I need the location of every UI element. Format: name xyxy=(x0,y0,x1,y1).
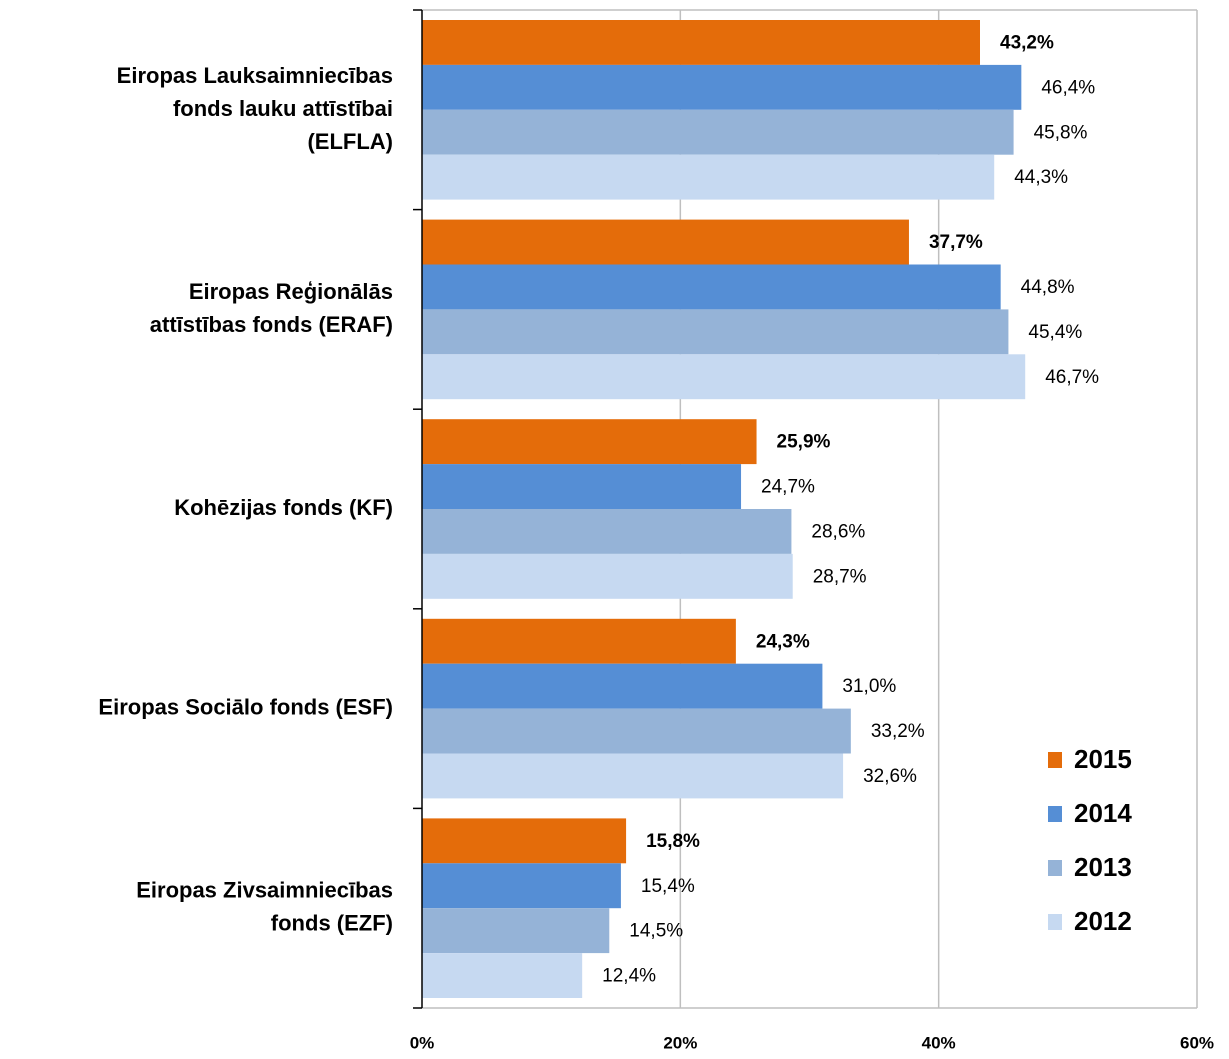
legend-label: 2013 xyxy=(1074,852,1132,882)
legend-swatch xyxy=(1048,806,1062,822)
bar xyxy=(422,818,627,864)
legend-swatch xyxy=(1048,860,1062,876)
value-label: 46,4% xyxy=(1041,77,1095,98)
value-label: 31,0% xyxy=(842,676,896,697)
value-label: 44,3% xyxy=(1014,167,1068,188)
value-label: 46,7% xyxy=(1045,367,1099,388)
value-label: 33,2% xyxy=(871,721,925,742)
y-tick-label: Eiropas Zivsaimniecības fonds (EZF) xyxy=(136,878,393,936)
y-tick-label: Eiropas Sociālo fonds (ESF) xyxy=(98,694,393,719)
bar xyxy=(422,618,736,664)
bar xyxy=(422,509,792,554)
legend-label: 2014 xyxy=(1074,798,1132,828)
bar xyxy=(422,264,1001,310)
y-tick-label: Eiropas Lauksaimniecības fonds lauku attī… xyxy=(117,63,393,154)
x-tick-label: 20% xyxy=(663,1033,697,1052)
bar xyxy=(422,20,980,65)
bar xyxy=(422,863,621,909)
value-label: 24,3% xyxy=(756,631,810,652)
bar xyxy=(422,953,583,998)
bar xyxy=(422,154,995,200)
value-label: 28,7% xyxy=(813,566,867,587)
bar xyxy=(422,354,1026,400)
value-label: 25,9% xyxy=(777,432,831,453)
value-label: 12,4% xyxy=(602,966,656,987)
legend-label: 2015 xyxy=(1074,744,1132,774)
value-label: 44,8% xyxy=(1021,277,1075,298)
bar xyxy=(422,663,823,709)
bar xyxy=(422,64,1022,110)
value-label: 28,6% xyxy=(811,521,865,542)
x-tick-label: 0% xyxy=(410,1033,435,1052)
x-tick-label: 60% xyxy=(1180,1033,1214,1052)
bar xyxy=(422,753,844,799)
legend-swatch xyxy=(1048,914,1062,930)
y-tick-label: Kohēzijas fonds (KF) xyxy=(174,495,393,520)
bar xyxy=(422,109,1014,155)
value-label: 24,7% xyxy=(761,477,815,498)
value-label: 32,6% xyxy=(863,766,917,787)
bar xyxy=(422,219,909,265)
x-tick-label: 40% xyxy=(922,1033,956,1052)
value-label: 15,8% xyxy=(646,831,700,852)
value-label: 45,4% xyxy=(1028,322,1082,343)
y-tick-label: Eiropas Reģionālās attīstības fonds (ERAF… xyxy=(150,279,393,337)
legend-swatch xyxy=(1048,752,1062,768)
bar xyxy=(422,708,851,754)
bar xyxy=(422,419,757,465)
value-label: 43,2% xyxy=(1000,32,1054,53)
bar xyxy=(422,908,610,954)
bar xyxy=(422,553,793,599)
value-label: 45,8% xyxy=(1034,122,1088,143)
bar xyxy=(422,464,742,509)
value-label: 37,7% xyxy=(929,232,983,253)
value-label: 14,5% xyxy=(629,921,683,942)
bar xyxy=(422,309,1009,355)
legend-label: 2012 xyxy=(1074,906,1132,936)
value-label: 15,4% xyxy=(641,876,695,897)
